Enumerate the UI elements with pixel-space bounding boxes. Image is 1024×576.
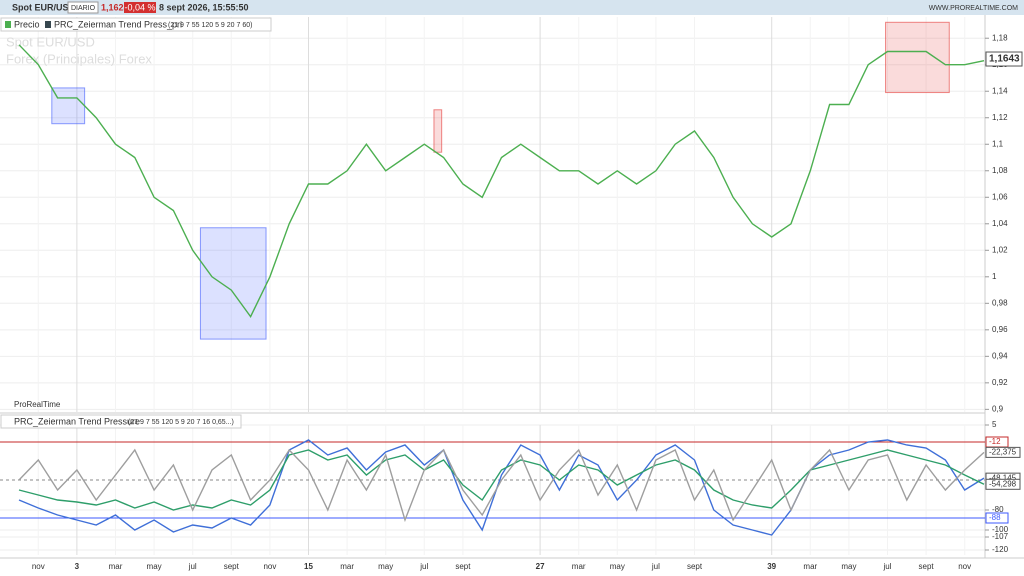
site: WWW.PROREALTIME.COM [929,5,1018,12]
x-tick-label: mar [572,562,586,571]
level-label: -12 [989,437,1001,446]
x-tick-label: may [610,562,625,571]
highlight-box [51,87,86,125]
x-tick-label: 3 [75,562,80,571]
change-box [124,2,156,13]
y-tick-label: 0,92 [992,378,1008,387]
symbol: Spot EUR/USD [12,2,76,12]
x-tick-label: sept [224,562,240,571]
change: -0,04 % [124,2,155,12]
y-tick-label: 0,94 [992,351,1008,360]
series-line [18,44,985,318]
x-tick-label: jul [419,562,428,571]
x-tick-label: 15 [304,562,313,571]
series-line [18,449,985,511]
x-tick-label: 39 [767,562,776,571]
legend-price[interactable]: Precio [14,19,40,29]
y-tick-label: -120 [992,545,1009,554]
y-tick-label: 1,06 [992,192,1008,201]
watermark-sub: Forex (Principales) Forex [6,51,152,66]
x-tick-label: may [147,562,162,571]
legend-box [0,414,242,429]
level-label: -88 [989,513,1001,522]
y-tick-label: 0,9 [992,404,1004,413]
x-tick-label: 27 [536,562,545,571]
y-tick-label: 5 [992,420,997,429]
y-tick-label: 1,02 [992,245,1008,254]
x-tick-label: sept [455,562,471,571]
y-tick-label: 1 [992,272,997,281]
x-tick-label: may [378,562,393,571]
y-tick-label: -100 [992,525,1009,534]
x-tick-label: may [841,562,856,571]
series-line [18,439,985,536]
y-tick-label: 1,08 [992,166,1008,175]
x-tick-label: nov [32,562,45,571]
y-tick-label: -107 [992,532,1009,541]
x-tick-label: mar [109,562,123,571]
brand: ProRealTime [14,400,61,409]
series-line [18,448,985,523]
y-tick-label: 0,96 [992,325,1008,334]
legend-swatch [5,21,11,28]
x-tick-label: mar [340,562,354,571]
highlight-box [199,227,267,340]
y-tick-label: 1,1 [992,139,1004,148]
legend-indicator[interactable]: PRC_Zeierman Trend Press_pri [54,19,182,29]
current-tag [985,478,1021,490]
x-tick-label: jul [651,562,660,571]
x-tick-label: sept [919,562,935,571]
current-label: -48,145 [989,473,1017,482]
y-tick-label: -80 [992,505,1004,514]
level-tag [985,512,1009,524]
indicator-title[interactable]: PRC_Zeierman Trend Pressure [14,416,140,426]
current-label: -54,298 [989,479,1017,488]
current-tag [985,51,1023,67]
period: DIARIO [71,5,96,12]
period-box[interactable] [67,1,99,14]
price: 1,1623 [101,2,129,12]
y-tick-label: 1,04 [992,219,1008,228]
legend-box [0,17,272,32]
top-bar [0,0,1024,15]
y-tick-label: 0,98 [992,298,1008,307]
x-tick-label: jul [882,562,891,571]
y-tick-label: 1,18 [992,33,1008,42]
x-tick-label: nov [263,562,276,571]
x-tick-label: sept [687,562,703,571]
datetime: 8 sept 2026, 15:55:50 [159,2,249,12]
legend-swatch [45,21,51,28]
indicator-params: (21 9 7 55 120 5 9 20 7 16 0,65...) [128,419,234,426]
current-tag [985,446,1021,458]
watermark: Spot EUR/USD [6,34,95,49]
x-tick-label: mar [803,562,817,571]
y-tick-label: 1,14 [992,86,1008,95]
highlight-box [433,109,443,153]
highlight-box [885,21,950,94]
y-tick-label: 1,12 [992,113,1008,122]
x-tick-label: jul [188,562,197,571]
current-label: -22,375 [989,447,1017,456]
legend-params: (21 9 7 55 120 5 9 20 7 60) [168,22,252,29]
current-label: 1,1643 [989,54,1020,65]
x-tick-label: nov [958,562,971,571]
